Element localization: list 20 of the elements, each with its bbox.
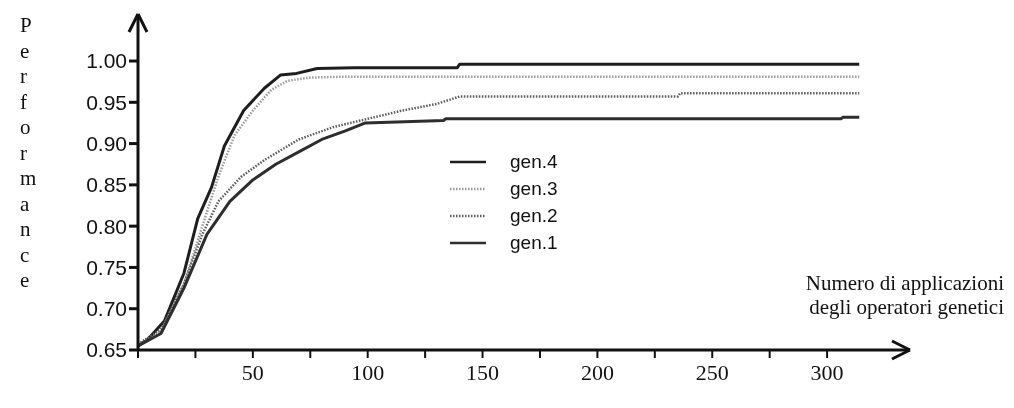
legend-label: gen.3 bbox=[510, 177, 558, 200]
y-tick-label: 1.00 bbox=[86, 49, 127, 73]
x-tick-label: 50 bbox=[241, 359, 264, 385]
y-tick-label: 0.80 bbox=[86, 214, 127, 238]
y-tick-label: 0.95 bbox=[86, 90, 127, 114]
text: Performance bbox=[20, 13, 37, 292]
x-tick-label: 100 bbox=[351, 359, 385, 385]
y-tick-label: 0.75 bbox=[86, 255, 127, 279]
x-tick-label: 150 bbox=[466, 359, 500, 385]
y-tick-label: 0.70 bbox=[86, 297, 127, 321]
legend-label: gen.1 bbox=[510, 231, 558, 254]
y-tick-label: 0.85 bbox=[86, 173, 127, 197]
legend-label: gen.4 bbox=[510, 150, 558, 173]
y-tick-label: 0.90 bbox=[86, 132, 127, 156]
legend-label: gen.2 bbox=[510, 204, 558, 227]
x-axis-title: Numero di applicazioni degli operatori genetici bbox=[805, 271, 1005, 319]
x-tick-label: 300 bbox=[810, 359, 844, 385]
x-tick-label: 200 bbox=[580, 359, 614, 385]
x-tick-label: 250 bbox=[695, 359, 729, 385]
y-tick-label: 0.65 bbox=[86, 338, 127, 362]
